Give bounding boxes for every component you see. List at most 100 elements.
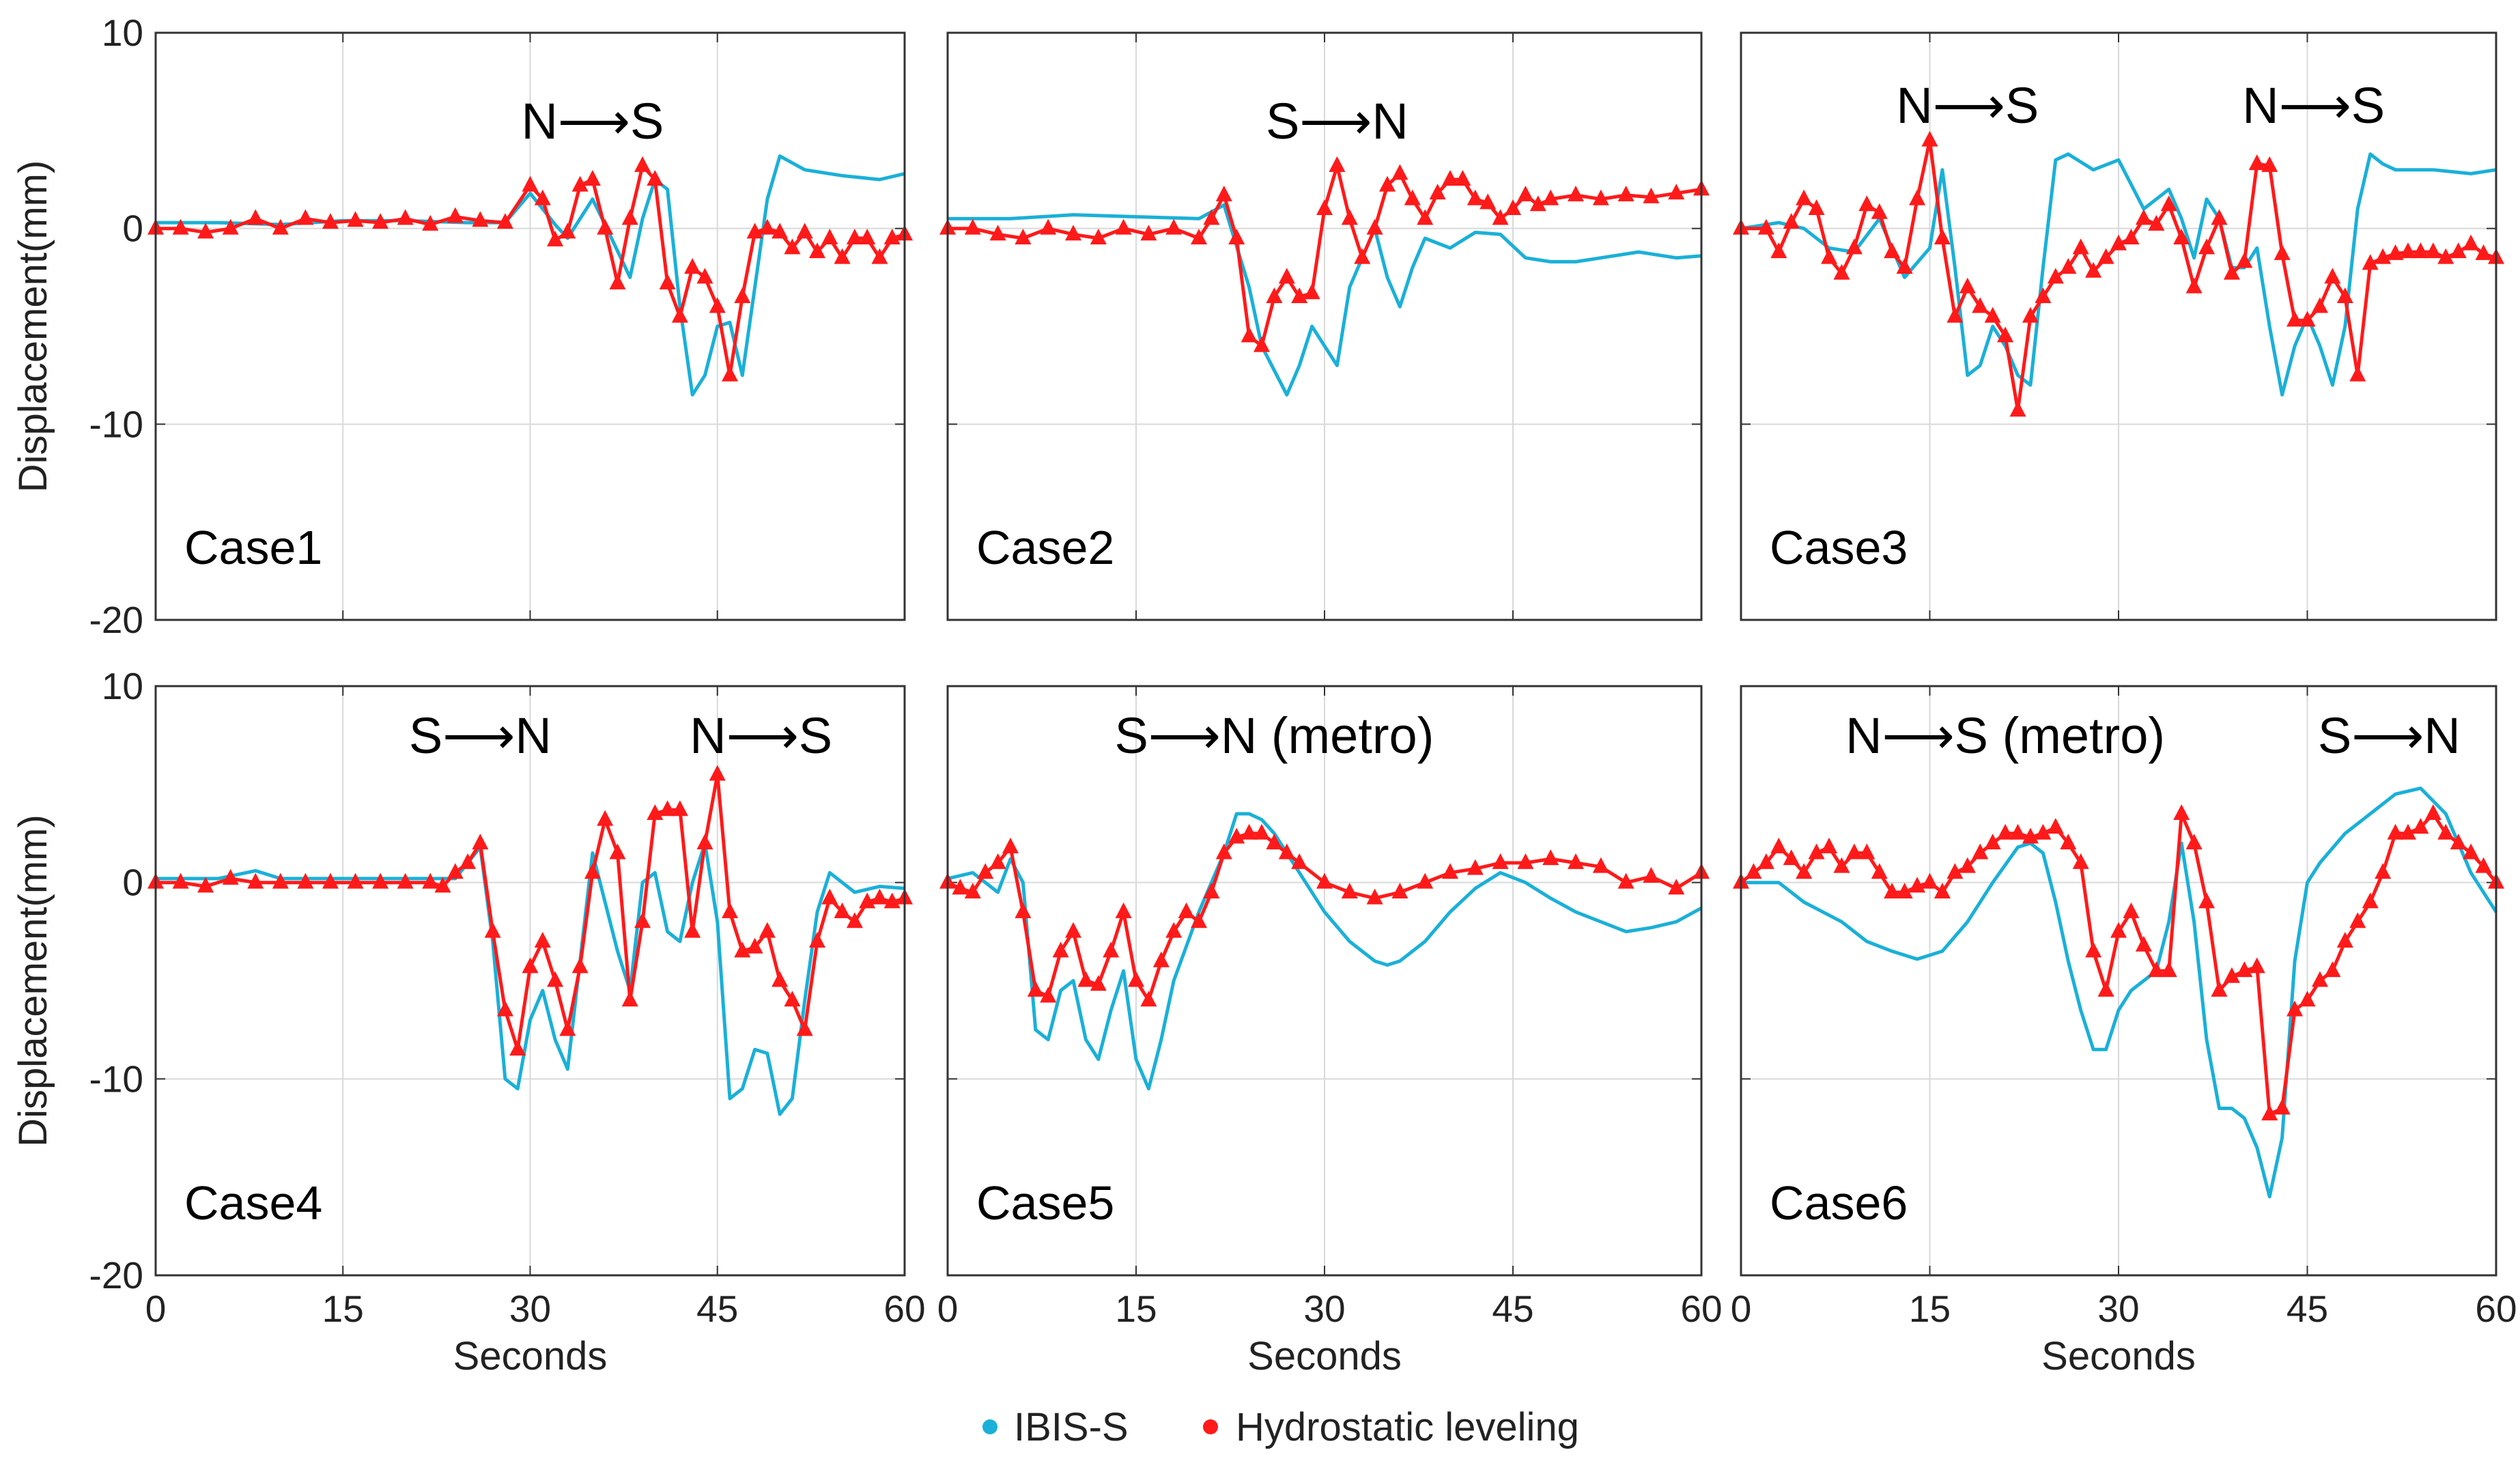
hydrostatic-point xyxy=(859,229,876,244)
hydrostatic-point xyxy=(1884,883,1901,899)
hydrostatic-point xyxy=(1165,218,1183,235)
hydrostatic-point xyxy=(1215,843,1232,860)
hydrostatic-point xyxy=(1845,238,1863,255)
plot-frame xyxy=(946,31,1703,621)
x-tick-label: 0 xyxy=(937,1288,959,1330)
hydrostatic-point xyxy=(2009,823,2026,840)
hydrostatic-point xyxy=(1568,185,1584,201)
hydrostatic-point xyxy=(1946,307,1964,323)
hydrostatic-point xyxy=(1643,187,1660,203)
hydrostatic-point xyxy=(2437,823,2454,840)
hydrostatic-point xyxy=(2375,863,2392,879)
hydrostatic-point xyxy=(1404,189,1421,205)
hydrostatic-point xyxy=(459,853,477,869)
hydrostatic-point xyxy=(571,957,589,974)
hydrostatic-point xyxy=(1052,941,1069,958)
hydrostatic-point xyxy=(222,868,239,885)
hydrostatic-point xyxy=(472,834,489,850)
hydrostatic-point xyxy=(1517,185,1534,201)
y-tick-label: -10 xyxy=(89,1058,144,1100)
hydrostatic-point xyxy=(2135,935,2152,952)
panel-6: 0 15 30 45 60 Seconds Case6 N⟶S (metro) S⟶N xyxy=(1731,685,2517,1378)
hydrostatic-point xyxy=(422,873,439,889)
hydrostatic-point xyxy=(1884,242,1901,259)
hydrostatic-point xyxy=(1480,193,1497,210)
legend-ibis-s-marker xyxy=(982,1419,997,1434)
hydrostatic-point xyxy=(809,931,826,948)
hydrostatic-point xyxy=(447,863,464,879)
hydrostatic-point xyxy=(1191,229,1207,244)
hydrostatic-point xyxy=(834,902,851,918)
direction-annotation: N⟶S xyxy=(521,93,664,150)
panel-label: Case1 xyxy=(184,521,322,574)
x-tick-label: 15 xyxy=(322,1288,364,1330)
hydrostatic-point xyxy=(2336,931,2353,948)
hydrostatic-point xyxy=(297,209,314,225)
series-ibis-s-line xyxy=(1740,152,2497,397)
hydrostatic-point xyxy=(2185,277,2203,294)
hydrostatic-point xyxy=(2274,1098,2291,1115)
hydrostatic-point xyxy=(1203,883,1220,899)
hydrostatic-point xyxy=(1643,867,1660,883)
hydrostatic-point xyxy=(2211,980,2228,997)
hydrostatic-point xyxy=(2299,991,2316,1007)
hydrostatic-point xyxy=(559,1020,576,1036)
hydrostatic-point xyxy=(1984,834,2001,850)
hydrostatic-point xyxy=(2173,229,2190,244)
panel-label: Case5 xyxy=(976,1176,1114,1230)
hydrostatic-point xyxy=(1090,229,1107,244)
hydrostatic-point xyxy=(1266,834,1283,850)
hydrostatic-point xyxy=(2463,234,2480,251)
hydrostatic-point xyxy=(1241,326,1258,343)
hydrostatic-point xyxy=(883,229,901,244)
panel-5: 0 15 30 45 60 Seconds Case5 S⟶N (metro) xyxy=(937,685,1723,1378)
hydrostatic-point xyxy=(322,873,339,889)
hydrostatic-point xyxy=(484,922,501,938)
hydrostatic-point xyxy=(859,892,876,909)
hydrostatic-point xyxy=(2035,823,2052,840)
hydrostatic-point xyxy=(2299,311,2316,327)
plot-frame xyxy=(1740,685,2497,1277)
hydrostatic-point xyxy=(2349,365,2366,382)
hydrostatic-point xyxy=(1833,857,1850,873)
x-tick-label: 15 xyxy=(1115,1288,1157,1330)
direction-annotation: S⟶N (metro) xyxy=(1114,707,1434,764)
hydrostatic-point xyxy=(2022,827,2039,844)
hydrostatic-point xyxy=(1757,853,1774,869)
hydrostatic-point xyxy=(1140,991,1157,1007)
hydrostatic-point xyxy=(2412,818,2429,834)
hydrostatic-point xyxy=(2387,823,2404,840)
hydrostatic-point xyxy=(1568,853,1584,869)
hydrostatic-point xyxy=(272,873,289,889)
hydrostatic-point xyxy=(2362,892,2379,909)
panel-label: Case4 xyxy=(184,1176,322,1230)
hydrostatic-point xyxy=(734,287,751,303)
x-axis-label: Seconds xyxy=(1247,1334,1402,1378)
hydrostatic-point xyxy=(2424,242,2441,259)
hydrostatic-point xyxy=(2223,264,2240,280)
hydrostatic-point xyxy=(2060,258,2077,274)
hydrostatic-point xyxy=(1278,268,1295,284)
hydrostatic-point xyxy=(509,1040,526,1056)
hydrostatic-point xyxy=(247,873,264,889)
hydrostatic-point xyxy=(1467,859,1484,875)
hydrostatic-point xyxy=(2437,248,2454,264)
hydrostatic-point xyxy=(584,170,601,186)
hydrostatic-point xyxy=(1065,922,1081,938)
hydrostatic-point xyxy=(496,213,513,229)
hydrostatic-point xyxy=(2123,902,2140,918)
hydrostatic-point xyxy=(796,1020,813,1036)
hydrostatic-point xyxy=(172,218,189,235)
x-tick-label: 60 xyxy=(1680,1288,1722,1330)
hydrostatic-point xyxy=(534,931,551,948)
hydrostatic-point xyxy=(2236,252,2253,268)
plot-frame xyxy=(946,685,1703,1277)
hydrostatic-point xyxy=(671,307,688,323)
hydrostatic-point xyxy=(647,170,664,186)
hydrostatic-point xyxy=(1770,242,1787,259)
hydrostatic-point xyxy=(1617,185,1634,201)
hydrostatic-point xyxy=(1291,287,1308,303)
hydrostatic-point xyxy=(2450,242,2467,259)
hydrostatic-point xyxy=(871,248,888,264)
hydrostatic-point xyxy=(1391,883,1408,899)
